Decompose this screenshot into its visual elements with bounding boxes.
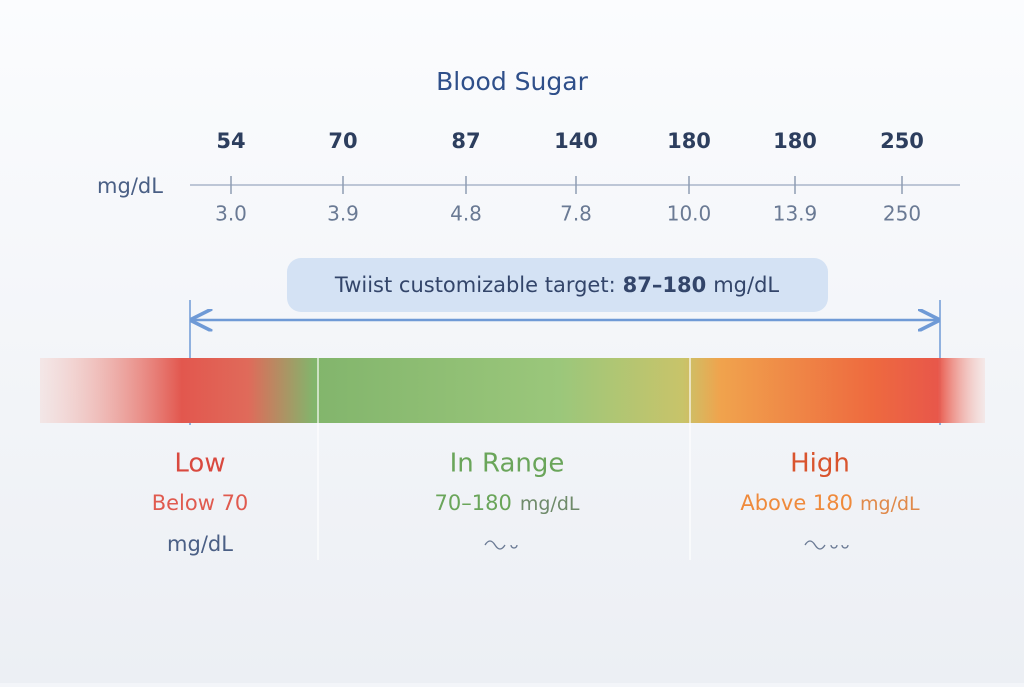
zone-unit: mg/dL — [520, 493, 580, 515]
mmol-tick-label: 3.0 — [215, 202, 247, 226]
zone-unit: mg/dL — [860, 493, 920, 515]
mmol-tick-label: 10.0 — [667, 202, 712, 226]
zone-range: Above 180 — [740, 491, 853, 515]
mmol-tick-label: 250 — [883, 202, 921, 226]
title: Blood Sugar — [436, 67, 588, 96]
mgdl-tick-label: 250 — [880, 129, 924, 153]
target-banner — [287, 258, 828, 312]
zone-label: In Range — [450, 449, 565, 479]
decoration — [484, 540, 518, 550]
mgdl-tick-label: 180 — [773, 129, 817, 153]
zone-unit: mg/dL — [167, 532, 233, 556]
mmol-tick-label: 13.9 — [773, 202, 818, 226]
mgdl-tick-label: 70 — [328, 129, 357, 153]
mgdl-tick-label: 180 — [667, 129, 711, 153]
zone-label: High — [790, 449, 850, 479]
mmol-tick-label: 4.8 — [450, 202, 482, 226]
ticks: 54 70 87 140 180 180 250 3.0 3.9 4.8 7.8 10.0 13.9 25… — [215, 129, 924, 226]
mmol-tick-label: 3.9 — [327, 202, 359, 226]
target-text: Twiist customizable target: 87–180 mg/dL — [334, 273, 780, 297]
zone-range-line: 70–180 mg/dL — [435, 491, 580, 515]
zone-range: Below 70 — [152, 491, 249, 515]
decoration — [804, 540, 849, 550]
mgdl-tick-label: 87 — [451, 129, 480, 153]
unit-label: mg/dL — [97, 174, 163, 198]
mgdl-tick-label: 54 — [216, 129, 245, 153]
target-range: 87–180 — [623, 273, 707, 297]
target-unit: mg/dL — [713, 273, 779, 297]
zone-range: 70–180 — [435, 491, 512, 515]
mmol-tick-label: 7.8 — [560, 202, 592, 226]
zone-label: Low — [174, 449, 225, 479]
range-bar — [40, 358, 985, 423]
mgdl-tick-label: 140 — [554, 129, 598, 153]
target-prefix: Twiist customizable target: — [334, 273, 616, 297]
zone-range-line: Above 180 mg/dL — [740, 491, 920, 515]
